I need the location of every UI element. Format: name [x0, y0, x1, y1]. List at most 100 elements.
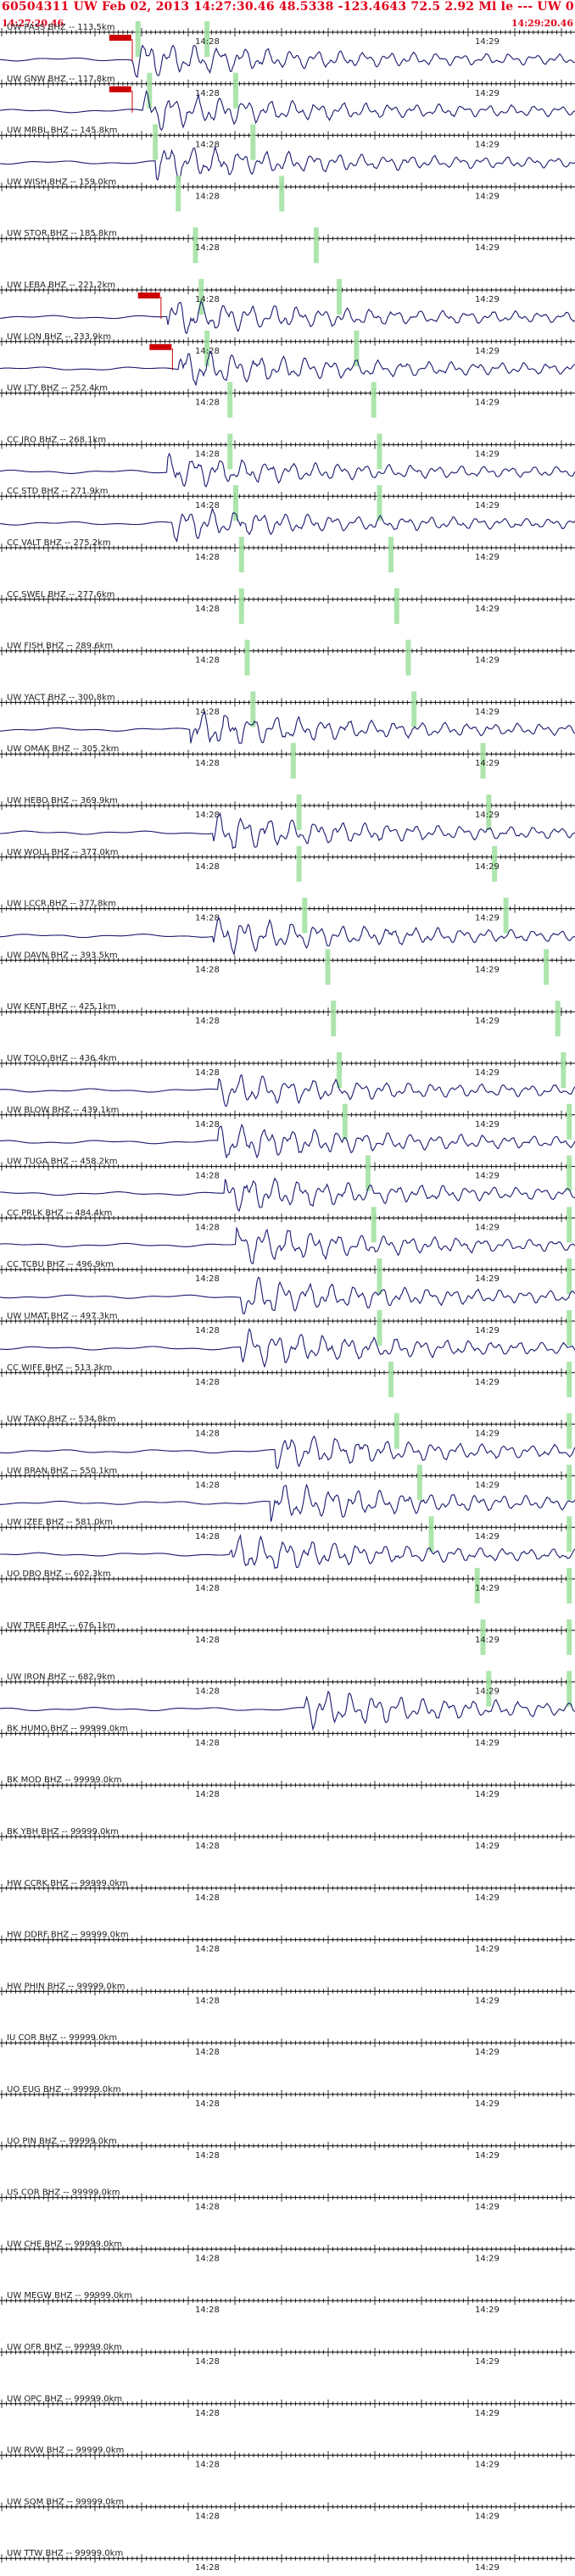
time-label-1428: 14:28: [195, 1326, 220, 1335]
pick-box: [149, 343, 172, 350]
waveform-trace: [0, 1327, 575, 1369]
station-label: UW TTW BHZ -- 99999.0km: [7, 2549, 123, 2558]
time-ticks: [1, 1625, 572, 1635]
time-label-1428: 14:28: [195, 1120, 220, 1129]
time-ticks: [1, 2348, 572, 2356]
time-ticks: [1, 2193, 572, 2202]
time-label-1428: 14:28: [195, 1532, 220, 1542]
station-label: UW LTY BHZ -- 252.4km: [7, 384, 108, 393]
time-label-1428: 14:28: [195, 1893, 220, 1903]
time-label-1428: 14:28: [195, 2563, 220, 2573]
station-panel: HW CCRK BHZ -- 99999.0km 14:28 14:29: [0, 1879, 575, 1903]
time-ticks: [1, 28, 572, 36]
time-ticks: [1, 2244, 572, 2254]
time-label-1429: 14:29: [475, 2306, 500, 2315]
time-label-1428: 14:28: [195, 2461, 220, 2470]
time-label-1429: 14:29: [475, 1738, 500, 1748]
time-label-1428: 14:28: [195, 1430, 220, 1439]
time-ticks: [1, 544, 572, 552]
phase-pick-marker: [354, 330, 360, 366]
phase-pick-marker: [561, 1052, 567, 1088]
time-label-1428: 14:28: [195, 1480, 220, 1490]
time-ticks: [1, 492, 572, 501]
time-label-1429: 14:29: [475, 1893, 500, 1903]
station-label: UW CHE BHZ -- 99999.0km: [7, 2239, 122, 2249]
time-ticks: [1, 1575, 572, 1583]
pick-box: [137, 293, 160, 298]
station-label: UW SQM BHZ -- 99999.0km: [7, 2497, 124, 2506]
time-ticks: [1, 1007, 572, 1017]
time-ticks: [1, 1265, 572, 1274]
time-label-1429: 14:29: [475, 192, 500, 201]
time-label-1428: 14:28: [195, 501, 220, 510]
phase-pick-marker: [486, 795, 492, 830]
station-label: UW MRBL BHZ -- 145.8km: [7, 126, 118, 136]
waveform-trace: [0, 44, 575, 78]
station-label: UW GNW BHZ -- 117.8km: [7, 75, 115, 84]
waveform-trace: [0, 146, 575, 181]
station-label: BK YBH BHZ -- 99999.0km: [7, 1827, 119, 1837]
phase-pick-marker: [377, 485, 382, 521]
time-ticks: [1, 2451, 572, 2460]
time-label-1429: 14:29: [475, 2048, 500, 2057]
time-label-1428: 14:28: [195, 605, 220, 614]
time-label-1429: 14:29: [475, 89, 500, 98]
time-label-1429: 14:29: [475, 1945, 500, 1954]
time-label-1428: 14:28: [195, 811, 220, 820]
time-label-1429: 14:29: [475, 811, 500, 820]
event-title: 60504311 UW Feb 02, 2013 14:27:30.46 48.…: [2, 0, 575, 14]
time-ticks: [1, 1935, 572, 1944]
phase-pick-marker: [567, 1619, 572, 1655]
time-label-1429: 14:29: [475, 656, 500, 666]
station-label: UW RVW BHZ -- 99999.0km: [7, 2446, 124, 2456]
station-label: UW OMAK BHZ -- 305.2km: [7, 744, 119, 754]
station-label: UW LCCR BHZ -- 377.8km: [7, 900, 116, 909]
time-label-1428: 14:28: [195, 1945, 220, 1954]
waveform-trace: [0, 1124, 575, 1159]
time-label-1428: 14:28: [195, 1223, 220, 1232]
phase-pick-marker: [486, 1670, 492, 1707]
time-label-1428: 14:28: [195, 2099, 220, 2109]
time-ticks: [1, 1368, 572, 1377]
station-panel: UW DAVN BHZ -- 393.5km 14:28 14:29: [0, 949, 575, 985]
station-panel: UW TAKO BHZ -- 534.8km 14:28 14:29: [0, 1413, 575, 1470]
phase-pick-marker: [567, 1258, 572, 1295]
station-label: BK MOD BHZ -- 99999.0km: [7, 1776, 122, 1785]
station-label: IU COR BHZ -- 99999.0km: [7, 2033, 117, 2043]
station-label: UW BRAN BHZ -- 550.1km: [7, 1466, 117, 1475]
time-ticks: [1, 388, 572, 398]
phase-pick-marker: [567, 1103, 572, 1140]
time-label-1429: 14:29: [475, 1223, 500, 1232]
time-label-1429: 14:29: [475, 1480, 500, 1490]
time-ticks: [1, 79, 572, 88]
phase-pick-marker: [474, 1568, 480, 1603]
time-ticks: [1, 1523, 572, 1532]
station-label: CC STD BHZ -- 271.9km: [7, 487, 108, 496]
time-label-1429: 14:29: [475, 399, 500, 408]
station-label: CC PRLK BHZ -- 484.4km: [7, 1208, 112, 1218]
station-panel: UW MRBL BHZ -- 145.8km 14:28 14:29: [0, 124, 575, 181]
phase-pick-marker: [313, 227, 319, 264]
time-label-1428: 14:28: [195, 2254, 220, 2263]
time-label-1428: 14:28: [195, 89, 220, 98]
time-label-1429: 14:29: [475, 1378, 500, 1387]
station-label: UO EUG BHZ -- 99999.0km: [7, 2085, 121, 2094]
time-label-1428: 14:28: [195, 914, 220, 923]
waveform-trace: [0, 506, 575, 543]
time-ticks: [1, 801, 572, 810]
waveform-trace: [0, 452, 575, 488]
phase-pick-marker: [567, 1361, 572, 1397]
station-label: UW LEBA BHZ -- 221.2km: [7, 281, 115, 290]
time-ticks: [1, 2141, 572, 2150]
phase-pick-marker: [233, 485, 238, 521]
phase-pick-marker: [428, 1516, 434, 1553]
time-label-1429: 14:29: [475, 1532, 500, 1542]
time-label-1429: 14:29: [475, 2151, 500, 2161]
station-panel: UW YACT BHZ -- 300.8km 14:28 14:29: [0, 691, 575, 744]
phase-pick-marker: [567, 1155, 572, 1191]
time-label-1429: 14:29: [475, 1996, 500, 2005]
phase-pick-marker: [176, 176, 181, 212]
station-panel: UW OFR BHZ -- 99999.0km 14:28 14:29: [0, 2343, 575, 2367]
time-ticks: [1, 1059, 572, 1068]
station-label: UW IZEE BHZ -- 581.0km: [7, 1518, 113, 1527]
